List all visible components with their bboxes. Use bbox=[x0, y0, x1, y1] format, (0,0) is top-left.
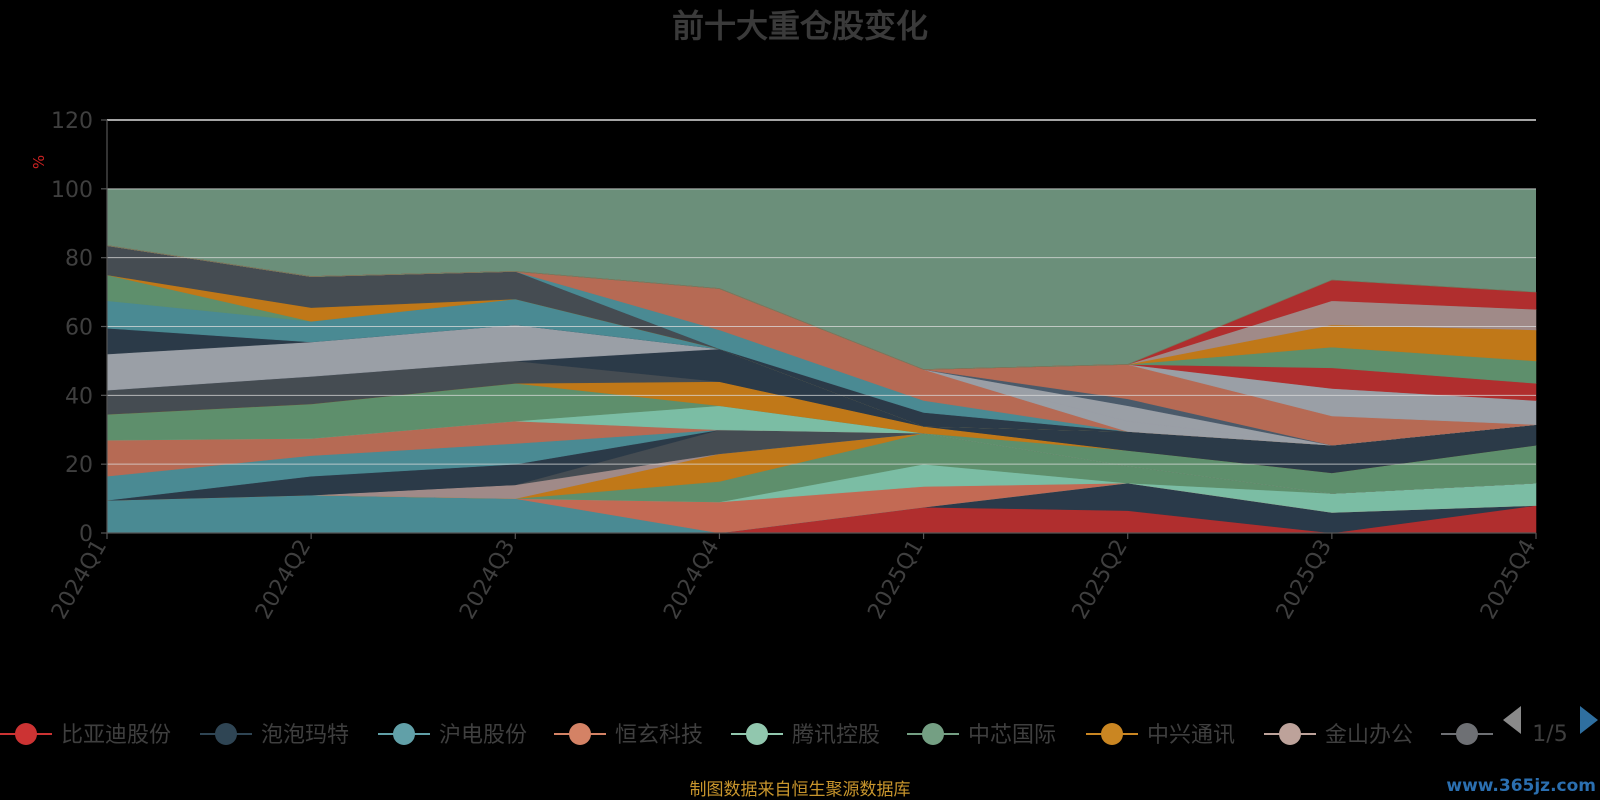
legend-marker-icon bbox=[1456, 723, 1478, 745]
y-tick-label: 80 bbox=[65, 247, 93, 272]
legend-item[interactable]: 中兴通讯 bbox=[1086, 723, 1235, 748]
legend-marker-icon bbox=[1101, 723, 1123, 745]
legend-marker-icon bbox=[215, 723, 237, 745]
legend-page-indicator: 1/5 bbox=[1532, 722, 1567, 747]
watermark: www.365jz.com bbox=[1446, 776, 1596, 796]
legend-marker-icon bbox=[569, 723, 591, 745]
x-tick-label: 2025Q4 bbox=[1476, 536, 1541, 624]
legend-pager: 1/5 bbox=[1503, 706, 1598, 747]
legend-marker-icon bbox=[393, 723, 415, 745]
legend-label: 比亚迪股份 bbox=[61, 723, 171, 748]
y-tick-label: 60 bbox=[65, 316, 93, 341]
y-axis-unit-label: % bbox=[30, 155, 48, 169]
x-tick-label: 2025Q1 bbox=[863, 536, 928, 624]
legend-label: 金山办公 bbox=[1325, 723, 1413, 748]
legend-item[interactable]: 沪电股份 bbox=[378, 723, 527, 748]
legend-item[interactable]: 恒玄科技 bbox=[554, 723, 703, 748]
y-tick-label: 0 bbox=[79, 522, 93, 547]
area-series-37 bbox=[106, 245, 1537, 370]
legend-prev-icon[interactable] bbox=[1503, 706, 1521, 734]
legend-item[interactable]: 金山办公 bbox=[1264, 723, 1413, 748]
x-tick-label: 2025Q3 bbox=[1272, 536, 1337, 624]
y-tick-label: 20 bbox=[65, 453, 93, 478]
y-tick-label: 40 bbox=[65, 384, 93, 409]
legend-label: 沪电股份 bbox=[439, 723, 527, 748]
x-tick-label: 2024Q1 bbox=[47, 536, 112, 624]
y-tick-label: 100 bbox=[51, 178, 93, 203]
legend-marker-icon bbox=[746, 723, 768, 745]
y-tick-label: 120 bbox=[51, 109, 93, 134]
legend-item[interactable]: 中芯国际 bbox=[907, 723, 1056, 748]
legend-item[interactable]: 比亚迪股份 bbox=[0, 723, 171, 748]
legend-label: 中兴通讯 bbox=[1147, 723, 1235, 748]
legend-item[interactable]: 腾讯控股 bbox=[731, 723, 880, 748]
legend-label: 腾讯控股 bbox=[792, 723, 880, 748]
x-tick-label: 2025Q2 bbox=[1068, 536, 1133, 624]
legend-next-icon[interactable] bbox=[1580, 706, 1598, 734]
legend-label: 中芯国际 bbox=[968, 723, 1056, 748]
chart-title: 前十大重仓股变化 bbox=[672, 7, 928, 45]
legend-item[interactable] bbox=[1441, 723, 1493, 745]
grid bbox=[107, 119, 1536, 465]
legend-label: 恒玄科技 bbox=[615, 723, 703, 748]
legend-marker-icon bbox=[922, 723, 944, 745]
x-tick-label: 2024Q3 bbox=[455, 536, 520, 624]
data-source-note: 制图数据来自恒生聚源数据库 bbox=[690, 780, 911, 800]
legend-item[interactable]: 泡泡玛特 bbox=[200, 723, 349, 748]
plot-area bbox=[106, 188, 1537, 534]
legend-marker-icon bbox=[1279, 723, 1301, 745]
x-tick-label: 2024Q2 bbox=[251, 536, 316, 624]
legend: 比亚迪股份 泡泡玛特 沪电股份 恒玄科技 腾讯控股 中芯国际 中兴通讯 金山办公 bbox=[0, 723, 1493, 748]
legend-label: 泡泡玛特 bbox=[261, 723, 349, 748]
x-tick-label: 2024Q4 bbox=[659, 536, 724, 624]
legend-marker-icon bbox=[15, 723, 37, 745]
